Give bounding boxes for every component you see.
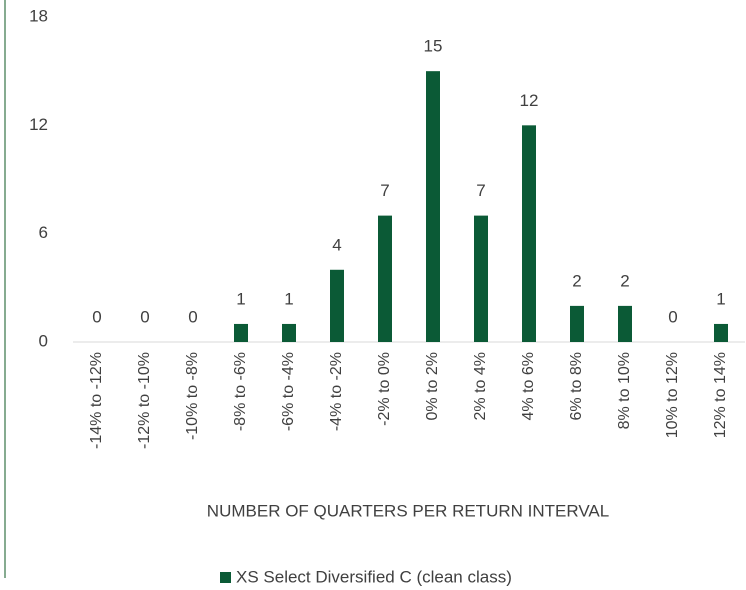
data-label: 7 [380,181,389,200]
data-label: 1 [716,289,725,308]
x-tick-label: 8% to 10% [616,352,633,429]
bar [378,215,392,342]
data-label: 7 [476,181,485,200]
x-tick-label: -14% to -12% [88,352,105,449]
bar [618,305,632,342]
bar [330,269,344,342]
bar [474,215,488,342]
x-tick-label: -10% to -8% [184,352,201,440]
bar [714,323,728,342]
x-tick-label: -12% to -10% [136,352,153,449]
y-tick-label: 18 [29,6,48,25]
x-tick-label: 10% to 12% [664,352,681,438]
x-tick-label: -6% to -4% [280,352,297,431]
bar [570,305,584,342]
data-label: 0 [668,307,677,326]
x-tick-label: -2% to 0% [376,352,393,426]
data-label: 12 [520,91,539,110]
data-label: 1 [236,289,245,308]
x-tick-label: -4% to -2% [328,352,345,431]
data-label: 4 [332,235,341,254]
legend-label: XS Select Diversified C (clean class) [236,567,512,586]
x-tick-label: 0% to 2% [424,352,441,420]
x-tick-label: 12% to 14% [712,352,729,438]
bar [426,71,440,343]
data-label: 0 [188,307,197,326]
x-tick-label: 6% to 8% [568,352,585,420]
x-tick-label: -8% to -6% [232,352,249,431]
bar [234,323,248,342]
y-tick-label: 12 [29,115,48,134]
data-label: 2 [572,271,581,290]
x-tick-label: 2% to 4% [472,352,489,420]
bar [522,125,536,342]
data-label: 15 [424,37,443,56]
data-label: 1 [284,289,293,308]
data-label: 0 [92,307,101,326]
data-label: 2 [620,271,629,290]
x-tick-label: 4% to 6% [520,352,537,420]
bar [282,323,296,342]
legend-swatch [220,572,231,583]
x-axis-title: NUMBER OF QUARTERS PER RETURN INTERVAL [207,501,609,520]
y-tick-label: 6 [39,223,48,242]
y-tick-label: 0 [39,331,48,350]
data-label: 0 [140,307,149,326]
